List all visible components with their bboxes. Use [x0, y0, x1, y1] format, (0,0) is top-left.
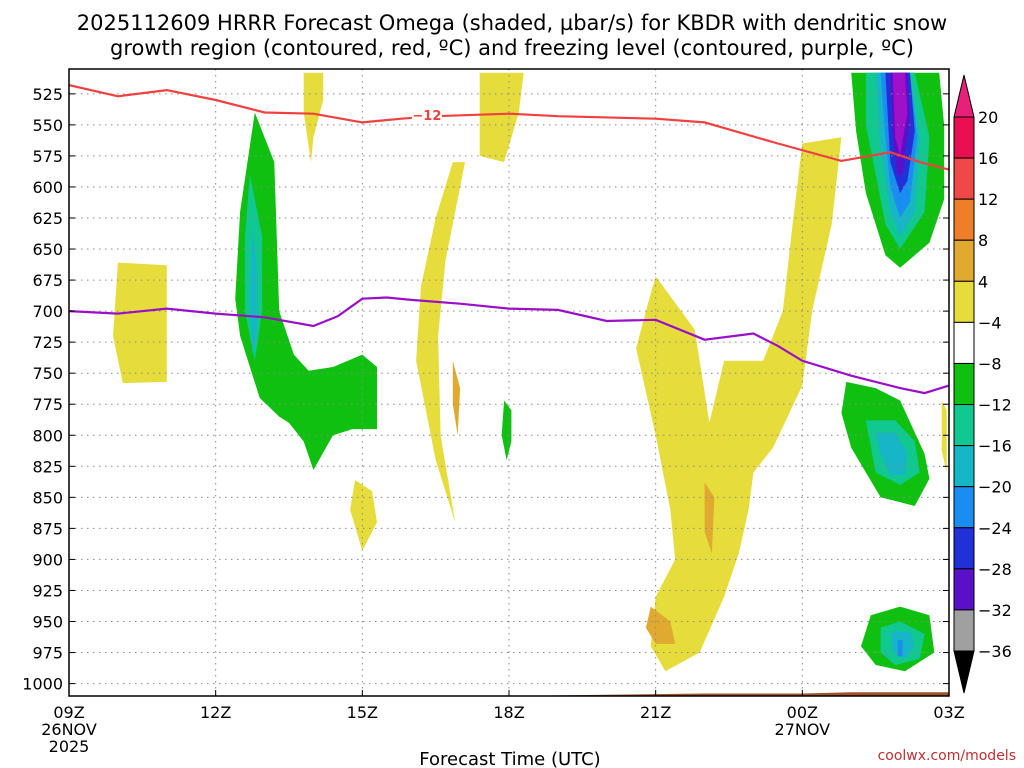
colorbar-label: −4 [978, 313, 1002, 332]
chart-title-line1: 2025112609 HRRR Forecast Omega (shaded, … [77, 11, 947, 35]
omega-region-6 [941, 400, 947, 473]
omega-region-21 [875, 432, 908, 475]
colorbar-segment [953, 116, 975, 159]
colorbar: 20 16 12 8 4 −4 −8 −12 −16 −20 −24 −28 −32 −36 [953, 74, 1012, 694]
x-tick-year-label: 2025 [49, 737, 90, 756]
colorbar-label: −36 [978, 642, 1012, 661]
colorbar-segment [953, 404, 975, 447]
dgz-label-bg [411, 106, 442, 122]
y-tick-label: 525 [32, 85, 63, 104]
y-tick-label: 575 [32, 147, 63, 166]
omega-shading [113, 72, 947, 672]
x-tick-label: 00Z [787, 703, 818, 722]
y-tick-label: 700 [32, 302, 63, 321]
omega-region-9 [645, 606, 676, 644]
y-tick-label: 625 [32, 209, 63, 228]
colorbar-label: −12 [978, 396, 1012, 415]
omega-region-2 [479, 72, 524, 163]
credit-text[interactable]: coolwx.com/models [878, 748, 1016, 764]
x-tick-label: 09Z [53, 703, 84, 722]
omega-region-10 [235, 112, 377, 470]
colorbar-label: −16 [978, 437, 1012, 456]
colorbar-label: −32 [978, 601, 1012, 620]
y-tick-label: 775 [32, 395, 63, 414]
x-tick-label: 18Z [493, 703, 524, 722]
omega-region-4 [350, 480, 377, 551]
omega-region-11 [501, 400, 512, 461]
colorbar-segment [953, 445, 975, 488]
y-tick-label: 875 [32, 519, 63, 538]
colorbar-segment [953, 280, 975, 323]
colorbar-segment [953, 527, 975, 570]
freezing-level-line [69, 296, 949, 395]
colorbar-segment [953, 486, 975, 529]
colorbar-segment [953, 157, 975, 200]
colorbar-label: 4 [978, 272, 988, 291]
chart-title-line2: growth region (contoured, red, ºC) and f… [110, 36, 914, 60]
x-tick-label: 03Z [933, 703, 964, 722]
colorbar-segment [953, 198, 975, 241]
colorbar-top-arrow [953, 74, 975, 118]
y-tick-label: 800 [32, 426, 63, 445]
terrain-layer [69, 692, 949, 696]
y-tick-label: 550 [32, 116, 63, 135]
x-tick-label: 21Z [640, 703, 671, 722]
y-tick-label: 925 [32, 581, 63, 600]
terrain-fill [69, 692, 949, 696]
y-tick-label: 1000 [22, 675, 63, 694]
omega-region-1 [303, 72, 324, 163]
y-tick-label: 650 [32, 240, 63, 259]
dgz-contour-label: −12 [412, 109, 441, 124]
x-tick-label: 12Z [200, 703, 231, 722]
colorbar-label: −28 [978, 560, 1012, 579]
colorbar-label: 8 [978, 231, 988, 250]
omega-region-7 [452, 360, 461, 436]
y-tick-label: 750 [32, 364, 63, 383]
omega-region-5 [636, 137, 842, 672]
omega-region-24 [897, 640, 903, 657]
y-tick-label: 600 [32, 178, 63, 197]
x-tick-label: 15Z [347, 703, 378, 722]
y-tick-label: 975 [32, 644, 63, 663]
x-axis-label: Forecast Time (UTC) [419, 749, 600, 768]
colorbar-segment [953, 321, 975, 364]
y-tick-label: 675 [32, 271, 63, 290]
x-tick-date-label: 27NOV [775, 720, 831, 739]
colorbar-segment [953, 239, 975, 282]
grid-lines [69, 69, 949, 696]
colorbar-segment [953, 568, 975, 611]
y-tick-label: 900 [32, 550, 63, 569]
y-tick-label: 825 [32, 457, 63, 476]
y-tick-label: 950 [32, 613, 63, 632]
y-tick-label: 850 [32, 488, 63, 507]
y-tick-label: 725 [32, 333, 63, 352]
colorbar-segment [953, 362, 975, 406]
colorbar-label: −24 [978, 519, 1012, 538]
omega-region-19 [249, 224, 258, 355]
omega-region-8 [704, 482, 715, 554]
y-axis: 525 550 575 600 625 650 675 700 725 750 775 800 825 8… [22, 85, 949, 694]
contour-lines: −12 [69, 84, 949, 395]
dgz-minus12-line [69, 84, 949, 171]
x-tick-date-label: 26NOV [41, 720, 97, 739]
omega-region-0 [113, 262, 167, 384]
colorbar-label: −8 [978, 354, 1002, 373]
colorbar-label: 16 [978, 149, 998, 168]
colorbar-label: −20 [978, 478, 1012, 497]
omega-region-3 [416, 162, 465, 523]
colorbar-label: 20 [978, 108, 998, 127]
colorbar-segment-last [953, 609, 975, 652]
colorbar-label: 12 [978, 190, 998, 209]
colorbar-bottom-arrow [953, 650, 975, 694]
